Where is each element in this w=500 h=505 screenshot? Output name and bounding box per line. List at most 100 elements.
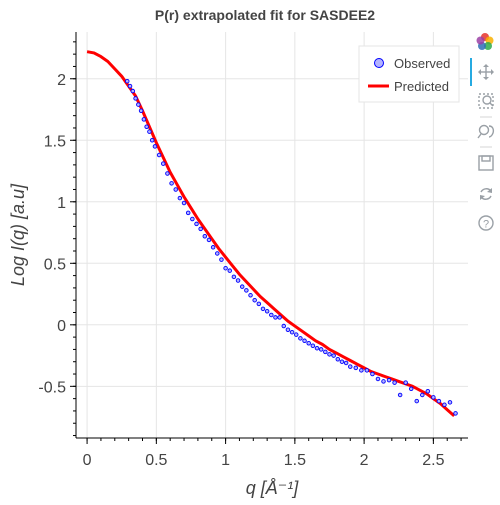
y-tick-label: 0.5 <box>44 256 66 273</box>
observed-point <box>130 88 136 94</box>
observed-point <box>227 268 233 273</box>
observed-point <box>138 108 144 113</box>
legend-observed-label: Observed <box>394 56 450 71</box>
observed-point <box>335 357 341 362</box>
observed-point <box>202 233 208 239</box>
observed-point <box>185 210 191 216</box>
observed-point <box>235 278 241 283</box>
y-axis-ticks: -0.5 0 0.5 1 1.5 2 <box>38 41 76 437</box>
observed-point <box>260 306 266 312</box>
observed-point <box>239 284 245 289</box>
legend: Observed Predicted <box>358 45 460 103</box>
observed-point <box>125 78 130 84</box>
legend-box <box>358 45 460 103</box>
observed-point <box>152 144 158 149</box>
observed-point <box>397 392 403 398</box>
help-tool-icon[interactable]: ? <box>478 215 494 231</box>
observed-point <box>302 338 307 344</box>
observed-point <box>318 347 324 352</box>
observed-point <box>219 257 224 262</box>
observed-point <box>173 187 178 192</box>
observed-point <box>144 124 149 129</box>
x-tick-label: 0.5 <box>145 452 167 469</box>
observed-point <box>370 371 375 377</box>
x-tick-label: 1 <box>221 452 230 469</box>
observed-point <box>436 398 442 404</box>
observed-point <box>127 83 133 89</box>
observed-point <box>285 327 291 332</box>
observed-point <box>420 392 425 398</box>
save-tool-icon[interactable] <box>478 155 494 171</box>
observed-point <box>289 329 295 335</box>
box-zoom-tool-icon[interactable] <box>478 93 494 109</box>
observed-point <box>343 360 349 366</box>
wheel-zoom-tool-icon[interactable] <box>477 124 495 139</box>
observed-point <box>323 349 328 355</box>
observed-points-layer <box>125 78 458 416</box>
legend-predicted-label: Predicted <box>394 79 449 94</box>
observed-point <box>348 364 353 369</box>
observed-point <box>161 161 166 166</box>
observed-point <box>190 216 195 222</box>
observed-point <box>141 117 147 122</box>
axes <box>75 32 468 439</box>
observed-point <box>453 411 458 416</box>
x-axis-label: q [Å⁻¹] <box>246 478 300 498</box>
predicted-line-layer <box>86 50 456 417</box>
observed-point <box>269 312 274 318</box>
observed-point <box>133 96 138 101</box>
bokeh-logo-icon[interactable] <box>476 33 494 50</box>
chart-title: P(r) extrapolated fit for SASDEE2 <box>155 7 375 23</box>
observed-point <box>215 251 220 256</box>
observed-point <box>273 315 278 320</box>
observed-point <box>431 395 436 400</box>
observed-point <box>306 341 311 346</box>
observed-point <box>252 297 257 303</box>
y-tick-label: 0 <box>57 318 66 335</box>
observed-point <box>156 152 162 158</box>
y-tick-label: -0.5 <box>38 379 66 396</box>
observed-point <box>298 336 303 341</box>
observed-point <box>442 402 447 408</box>
observed-point <box>381 379 386 384</box>
observed-point <box>169 181 174 186</box>
observed-point <box>414 398 419 404</box>
observed-point <box>408 386 414 392</box>
observed-point <box>281 323 287 329</box>
toolbar: ? <box>470 33 495 231</box>
y-tick-label: 1.5 <box>44 133 66 150</box>
observed-point <box>403 380 408 385</box>
x-tick-label: 0 <box>83 452 92 469</box>
observed-point <box>392 380 397 385</box>
observed-point <box>327 352 332 357</box>
observed-point <box>136 102 141 107</box>
observed-point <box>194 221 199 227</box>
observed-point <box>264 309 270 314</box>
observed-point <box>353 365 359 371</box>
pan-tool-icon[interactable] <box>478 64 494 80</box>
observed-point <box>359 368 364 373</box>
legend-observed-marker <box>374 58 384 68</box>
observed-point <box>147 129 152 134</box>
observed-point <box>206 237 212 243</box>
x-tick-label: 2.5 <box>422 452 444 469</box>
x-axis-ticks: 0 0.5 1 1.5 2 2.5 <box>83 438 462 469</box>
observed-point <box>181 200 187 206</box>
x-tick-label: 2 <box>360 452 369 469</box>
predicted-line <box>86 50 456 417</box>
observed-point <box>177 195 183 201</box>
observed-point <box>364 368 370 373</box>
observed-point <box>386 377 392 383</box>
reset-tool-icon[interactable] <box>480 188 492 200</box>
y-tick-label: 1 <box>57 195 66 212</box>
observed-point <box>375 376 381 382</box>
observed-point <box>231 274 237 280</box>
observed-point <box>331 353 336 358</box>
observed-point <box>339 359 345 364</box>
observed-point <box>256 301 262 307</box>
observed-point <box>277 315 282 320</box>
x-tick-label: 1.5 <box>284 452 306 469</box>
observed-point <box>314 345 320 351</box>
